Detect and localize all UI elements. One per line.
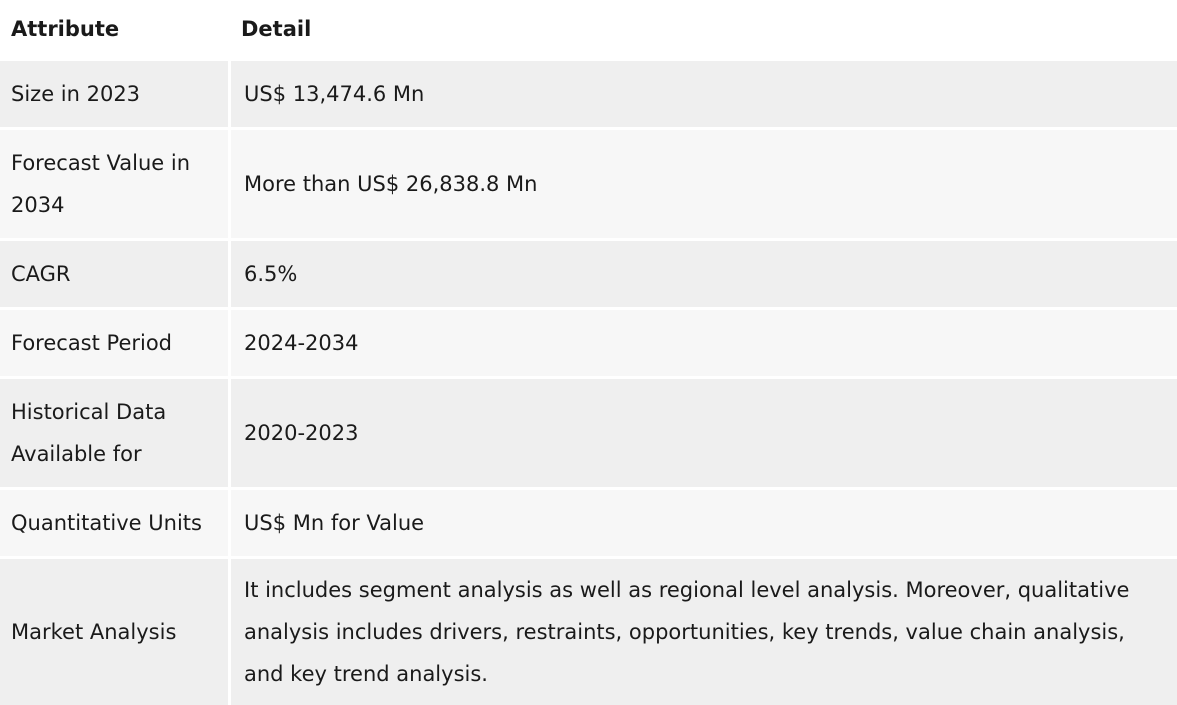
attribute-cell: Quantitative Units: [0, 490, 228, 559]
attribute-cell: Historical Data Available for: [0, 379, 228, 490]
detail-cell: It includes segment analysis as well as …: [228, 559, 1177, 705]
table-row: Forecast Value in 2034 More than US$ 26,…: [0, 130, 1177, 241]
detail-cell: 6.5%: [228, 241, 1177, 310]
table-row: Historical Data Available for 2020-2023: [0, 379, 1177, 490]
attribute-cell: Market Analysis: [0, 559, 228, 705]
attribute-cell: Forecast Period: [0, 310, 228, 379]
detail-cell: US$ Mn for Value: [228, 490, 1177, 559]
detail-cell: More than US$ 26,838.8 Mn: [228, 130, 1177, 241]
attribute-cell: Size in 2023: [0, 61, 228, 130]
detail-cell: US$ 13,474.6 Mn: [228, 61, 1177, 130]
detail-column-header: Detail: [228, 0, 1177, 61]
table-row: Forecast Period 2024-2034: [0, 310, 1177, 379]
table-header-row: Attribute Detail: [0, 0, 1177, 61]
detail-cell: 2020-2023: [228, 379, 1177, 490]
attribute-column-header: Attribute: [0, 0, 228, 61]
attribute-cell: CAGR: [0, 241, 228, 310]
table-row: Quantitative Units US$ Mn for Value: [0, 490, 1177, 559]
table-row: CAGR 6.5%: [0, 241, 1177, 310]
detail-cell: 2024-2034: [228, 310, 1177, 379]
table-row: Market Analysis It includes segment anal…: [0, 559, 1177, 705]
table-row: Size in 2023 US$ 13,474.6 Mn: [0, 61, 1177, 130]
attribute-cell: Forecast Value in 2034: [0, 130, 228, 241]
